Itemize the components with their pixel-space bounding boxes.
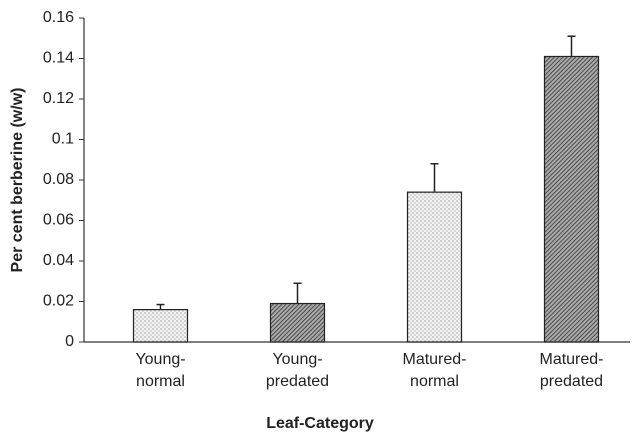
y-tick-label: 0.16 (43, 9, 74, 26)
bar (406, 191, 463, 343)
x-tick-label: Young-predated (266, 351, 329, 390)
y-tick-label: 0.04 (43, 252, 74, 269)
y-tick-label: 0.14 (43, 50, 74, 67)
y-tick-label: 0.1 (52, 131, 74, 148)
x-tick-label: Matured-normal (402, 351, 466, 390)
bar (269, 302, 326, 343)
x-tick-label: Young-normal (135, 351, 185, 390)
y-tick-label: 0 (65, 333, 74, 350)
x-axis-title: Leaf-Category (266, 415, 374, 432)
bar (132, 309, 189, 343)
y-tick-label: 0.02 (43, 293, 74, 310)
x-tick-label: Matured-predated (539, 351, 603, 390)
y-tick-label: 0.08 (43, 171, 74, 188)
y-axis-title: Per cent berberine (w/w) (9, 88, 26, 273)
bar (543, 55, 600, 343)
y-tick-label: 0.12 (43, 90, 74, 107)
y-tick-label: 0.06 (43, 212, 74, 229)
